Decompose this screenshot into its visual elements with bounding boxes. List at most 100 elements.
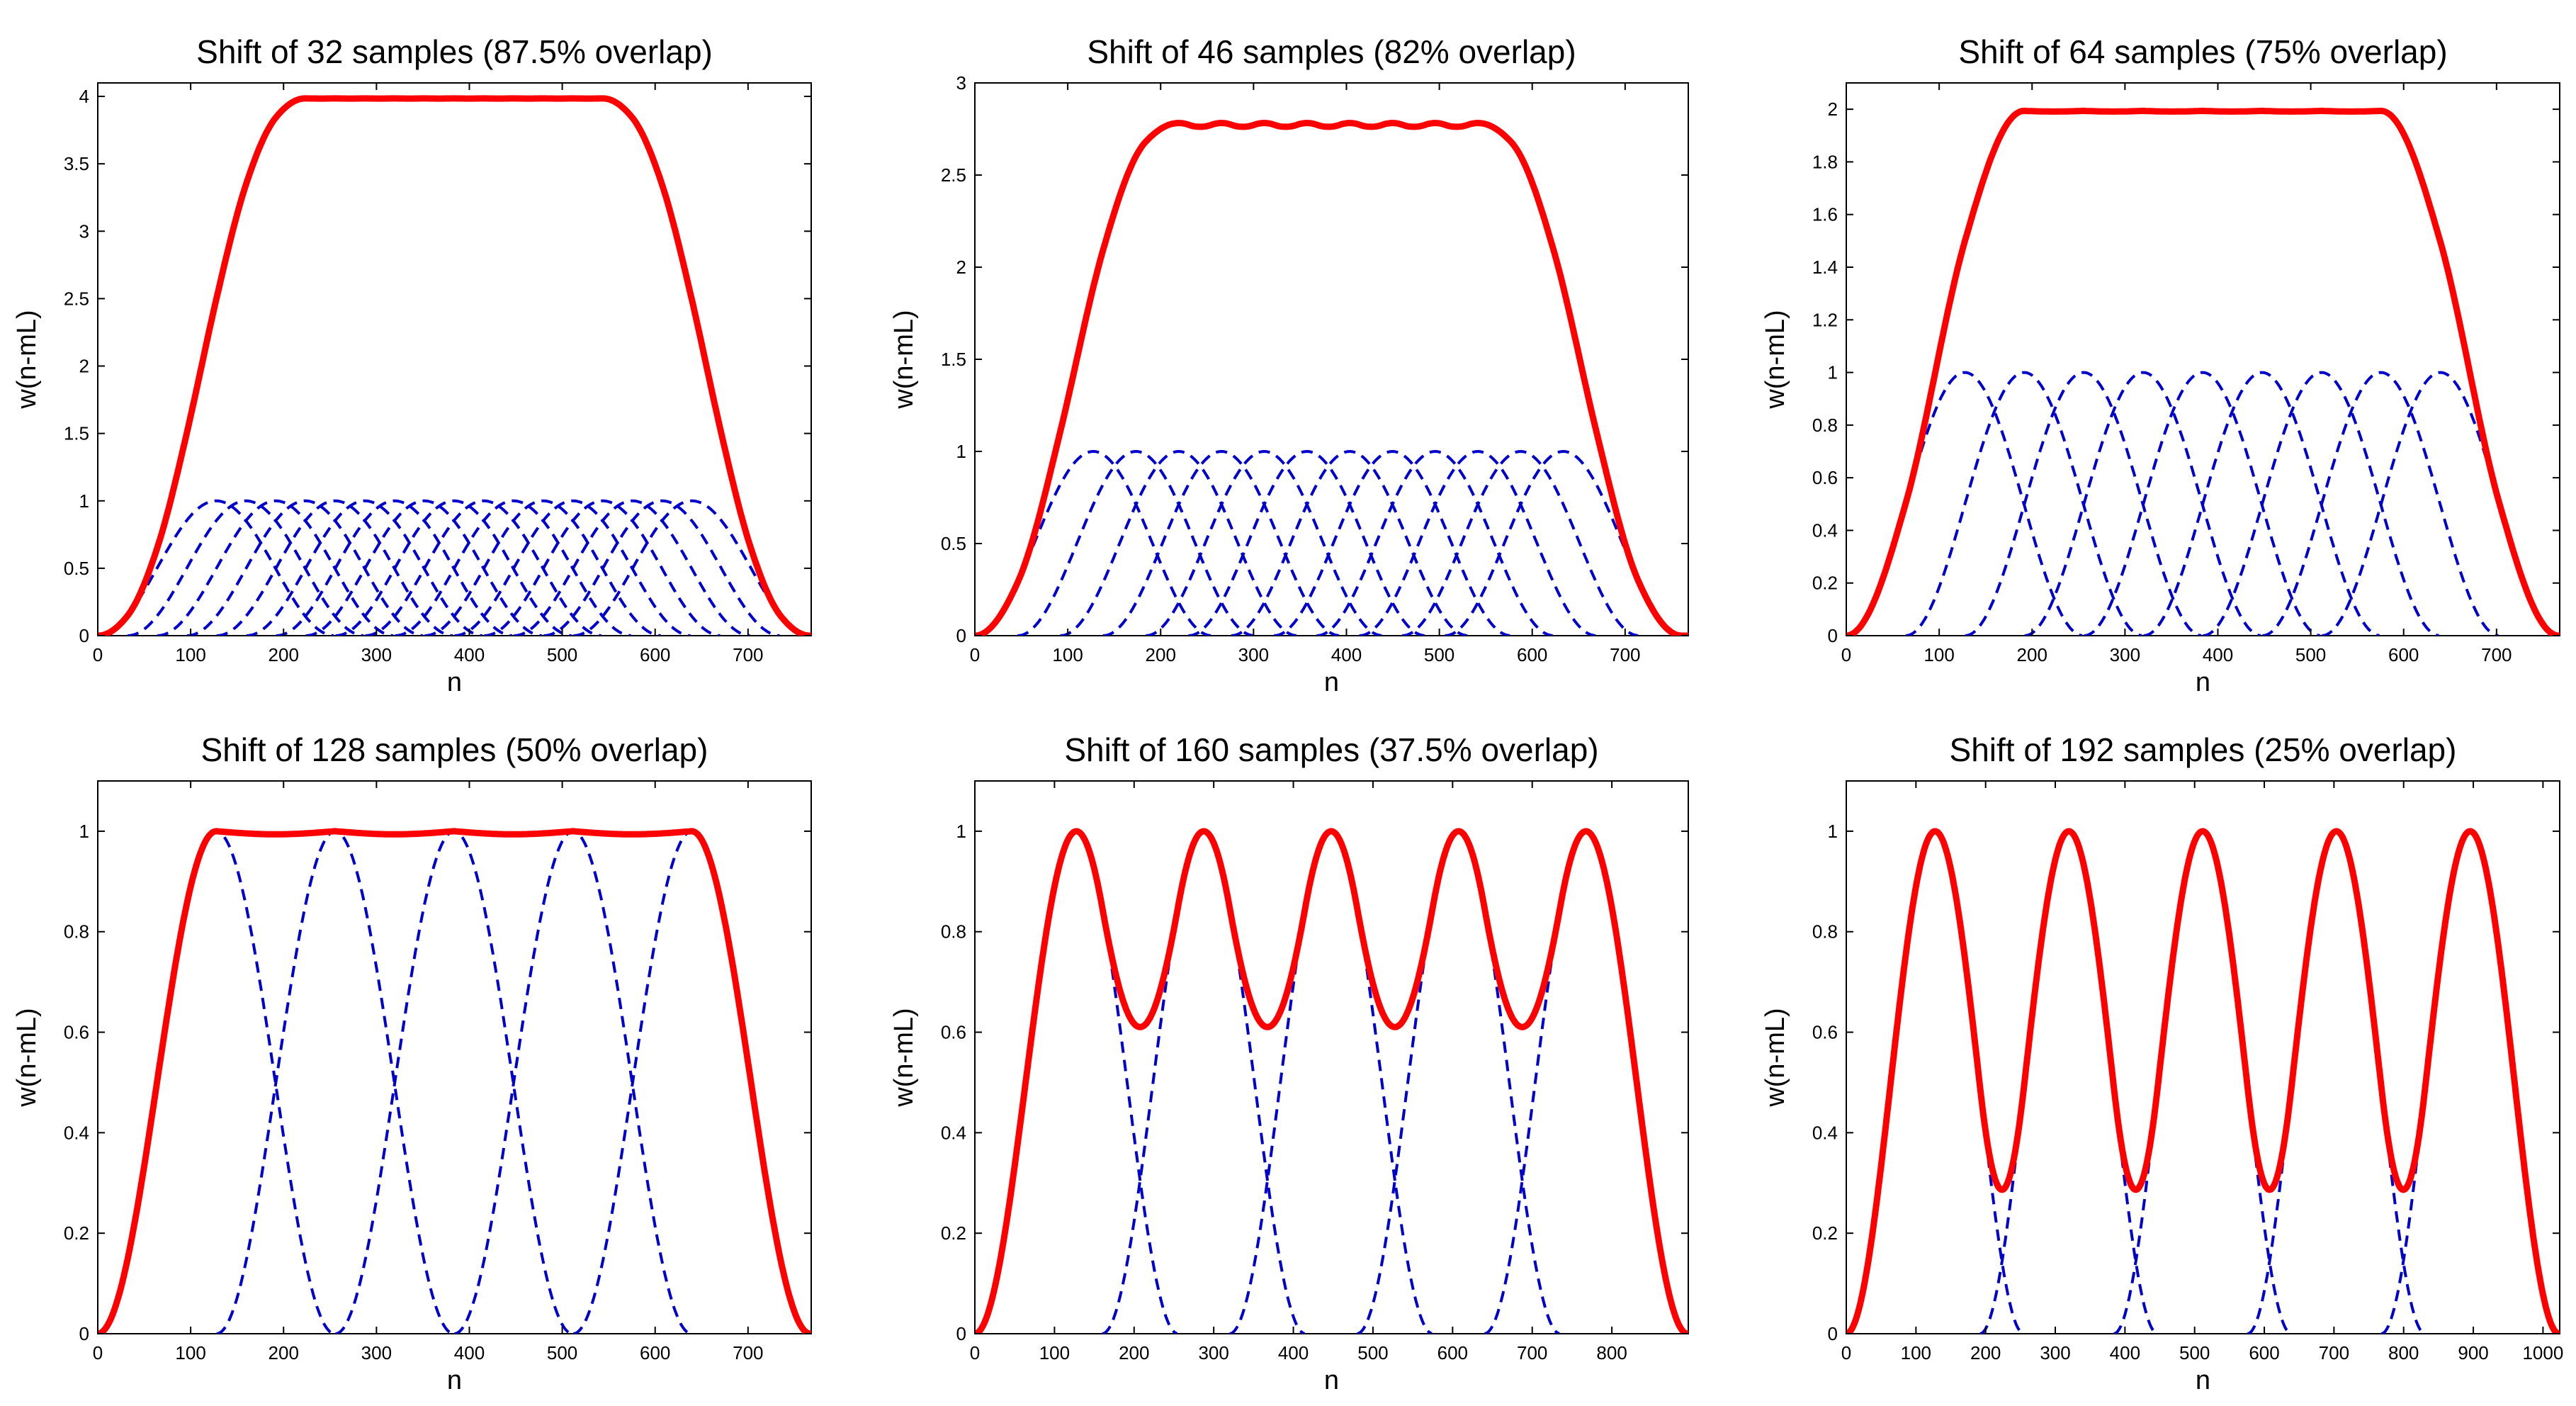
sum-curve <box>975 120 1688 636</box>
sum-curve <box>1846 107 2560 636</box>
window-curve <box>157 499 394 636</box>
window-curve <box>1146 449 1382 636</box>
y-tick-label: 0.8 <box>941 921 966 943</box>
x-tick-label: 400 <box>2110 1342 2140 1363</box>
x-axis-title: n <box>1324 668 1339 697</box>
y-tick-label: 2.5 <box>941 164 966 186</box>
chart-panel: 0 100 200 300 400 500 600 700 0 0.2 0.4 0.6 0.8 1 1.2 1… <box>1761 33 2560 697</box>
window-curve <box>186 499 424 636</box>
y-tick-label: 0.5 <box>64 558 89 579</box>
x-axis-title: n <box>447 668 462 697</box>
y-tick-label: 1.5 <box>64 423 89 444</box>
window-curve <box>454 499 691 636</box>
y-tick-label: 1.5 <box>941 349 966 370</box>
window-curve <box>2203 371 2439 636</box>
window-curve <box>1359 449 1596 636</box>
y-tick-label: 1 <box>79 821 89 842</box>
sum-curve <box>975 828 1688 1334</box>
y-tick-label: 3 <box>79 220 89 242</box>
chart-panel: 0 100 200 300 400 500 600 700 0 0.5 1 1.5 2 2.5 3 3.5 4 S… <box>12 33 812 697</box>
x-axis-title: n <box>2196 668 2210 697</box>
window-curve <box>2113 829 2292 1334</box>
x-tick-label: 100 <box>175 1342 205 1363</box>
window-curve <box>365 499 601 636</box>
y-tick-label: 0 <box>79 1323 89 1344</box>
x-tick-label: 100 <box>1052 644 1083 665</box>
y-tick-label: 0 <box>1828 625 1838 646</box>
y-tick-label: 1 <box>956 821 966 842</box>
window-curve <box>335 499 572 636</box>
x-tick-label: 600 <box>640 644 670 665</box>
window-curve <box>216 499 453 636</box>
axes-box <box>97 780 812 1334</box>
y-tick-label: 1.4 <box>1812 257 1838 278</box>
x-tick-label: 200 <box>1119 1342 1149 1363</box>
x-tick-label: 100 <box>175 644 205 665</box>
window-curve <box>514 499 750 636</box>
chart-title: Shift of 32 samples (87.5% overlap) <box>196 33 713 70</box>
chart-panel: 0 100 200 300 400 500 600 700 0 0.5 1 1.5 2 2.5 3 Shift… <box>889 33 1689 697</box>
plot-area <box>975 120 1688 636</box>
window-curve <box>1060 449 1297 636</box>
chart-title: Shift of 64 samples (75% overlap) <box>1958 33 2447 70</box>
plot-area <box>975 828 1688 1334</box>
chart-panel: 0 100 200 300 400 500 600 700 800 900 1000 0 0.2 0.4 0… <box>1761 731 2563 1395</box>
x-tick-label: 200 <box>1146 644 1176 665</box>
y-tick-label: 0.2 <box>64 1222 89 1244</box>
y-tick-label: 0 <box>956 625 966 646</box>
y-tick-label: 2 <box>79 356 89 377</box>
sum-curve <box>1846 828 2560 1334</box>
window-curve <box>1017 449 1254 636</box>
y-tick-label: 2 <box>1828 99 1838 120</box>
y-axis-title: w(n-mL) <box>12 310 42 409</box>
plot-area <box>1846 107 2560 636</box>
window-curve <box>1905 371 2142 636</box>
window-curve <box>484 499 721 636</box>
x-tick-label: 300 <box>361 1342 392 1363</box>
x-tick-label: 400 <box>454 1342 485 1363</box>
y-tick-label: 0.5 <box>941 533 966 554</box>
x-tick-label: 300 <box>2040 1342 2070 1363</box>
y-tick-label: 0.6 <box>1812 1022 1838 1043</box>
y-tick-label: 0.8 <box>1812 921 1838 943</box>
x-axis-title: n <box>1324 1366 1339 1395</box>
x-tick-label: 0 <box>93 644 103 665</box>
y-tick-label: 0.4 <box>1812 1122 1838 1143</box>
x-tick-label: 500 <box>547 644 577 665</box>
y-tick-label: 0.4 <box>64 1122 89 1143</box>
plot-area <box>98 828 811 1334</box>
window-curve <box>1979 829 2158 1334</box>
x-tick-label: 200 <box>2017 644 2047 665</box>
x-tick-label: 400 <box>1278 1342 1309 1363</box>
sum-curve <box>98 95 811 636</box>
window-curve <box>395 499 631 636</box>
window-curve <box>1188 449 1425 636</box>
x-tick-label: 600 <box>640 1342 670 1363</box>
x-axis-title: n <box>2196 1366 2210 1395</box>
y-tick-label: 0.2 <box>1812 1222 1838 1244</box>
y-tick-label: 0.4 <box>1812 519 1838 541</box>
x-tick-label: 300 <box>2110 644 2140 665</box>
y-tick-label: 1.2 <box>1812 309 1838 330</box>
y-tick-label: 0.8 <box>64 921 89 943</box>
x-tick-label: 800 <box>1596 1342 1627 1363</box>
y-tick-label: 0.8 <box>1812 415 1838 436</box>
window-curve <box>1965 371 2202 636</box>
x-tick-label: 0 <box>93 1342 103 1363</box>
plot-area <box>98 95 811 636</box>
x-tick-label: 200 <box>269 644 299 665</box>
x-tick-label: 600 <box>2388 644 2419 665</box>
y-tick-label: 0 <box>956 1323 966 1344</box>
x-tick-label: 500 <box>2295 644 2326 665</box>
x-tick-label: 200 <box>1970 1342 2001 1363</box>
window-curve <box>98 499 334 636</box>
axes-box <box>974 780 1689 1334</box>
plot-area <box>1846 828 2560 1334</box>
x-tick-label: 700 <box>733 1342 763 1363</box>
axes-box <box>974 82 1689 636</box>
chart-panel: 0 100 200 300 400 500 600 700 800 0 0.2 0.4 0.6 0.8 1 S… <box>889 731 1689 1395</box>
y-tick-label: 1.8 <box>1812 151 1838 172</box>
y-axis-title: w(n-mL) <box>12 1008 42 1107</box>
chart-panel: 0 100 200 300 400 500 600 700 0 0.2 0.4 0.6 0.8 1 Shif… <box>12 731 812 1395</box>
x-tick-label: 500 <box>547 1342 577 1363</box>
